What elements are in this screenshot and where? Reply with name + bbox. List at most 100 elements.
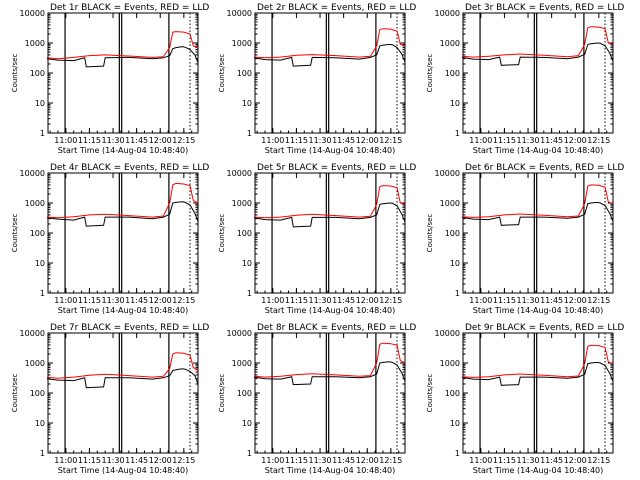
y-tick-label: 1000 xyxy=(232,39,252,48)
y-tick-label: 1 xyxy=(455,289,460,298)
events-series-line xyxy=(253,361,406,386)
x-axis-label: Start Time (14-Aug-04 10:48:40) xyxy=(473,466,604,475)
plot-frame xyxy=(47,12,199,134)
events-series-line xyxy=(461,361,614,386)
y-axis-label: Counts/sec xyxy=(11,54,19,93)
events-series-line xyxy=(253,202,406,228)
x-tick-label: 11:15 xyxy=(285,136,308,145)
plot-frame xyxy=(462,172,614,294)
x-tick-label: 12:15 xyxy=(379,136,402,145)
y-tick-label: 10 xyxy=(242,419,252,428)
y-tick-label: 10 xyxy=(35,419,45,428)
x-tick-label: 11:30 xyxy=(517,136,540,145)
y-axis-label: Counts/sec xyxy=(218,374,226,413)
x-tick-label: 11:00 xyxy=(261,456,284,465)
y-axis-label: Counts/sec xyxy=(11,214,19,253)
y-tick-label: 10 xyxy=(242,259,252,268)
x-tick-label: 11:30 xyxy=(309,296,332,305)
y-axis-label: Counts/sec xyxy=(426,374,434,413)
y-tick-label: 10 xyxy=(35,99,45,108)
x-tick-label: 11:45 xyxy=(540,296,563,305)
x-axis-label: Start Time (14-Aug-04 10:48:40) xyxy=(265,146,396,155)
x-tick-label: 11:45 xyxy=(540,456,563,465)
y-axis-label: Counts/sec xyxy=(218,214,226,253)
x-tick-label: 11:15 xyxy=(78,296,101,305)
x-axis-label: Start Time (14-Aug-04 10:48:40) xyxy=(58,466,189,475)
lld-series-line xyxy=(461,184,614,218)
events-series-line xyxy=(46,46,199,68)
x-tick-label: 11:30 xyxy=(102,136,125,145)
y-axis-label: Counts/sec xyxy=(426,54,434,93)
y-tick-label: 10000 xyxy=(227,329,252,338)
panel-title: Det 1r BLACK = Events, RED = LLD xyxy=(50,3,209,13)
y-tick-label: 10 xyxy=(242,99,252,108)
panel-title: Det 2r BLACK = Events, RED = LLD xyxy=(257,3,416,13)
plot-frame xyxy=(47,172,199,294)
x-tick-label: 11:45 xyxy=(540,136,563,145)
events-series-line xyxy=(46,368,199,389)
x-tick-label: 11:00 xyxy=(54,456,77,465)
y-tick-label: 100 xyxy=(237,229,252,238)
x-tick-label: 12:15 xyxy=(172,456,195,465)
plot-frame xyxy=(47,332,199,454)
x-tick-label: 11:00 xyxy=(261,136,284,145)
x-tick-label: 11:00 xyxy=(469,456,492,465)
x-tick-label: 11:45 xyxy=(332,456,355,465)
y-tick-label: 100 xyxy=(237,389,252,398)
y-axis-label: Counts/sec xyxy=(218,54,226,93)
y-tick-label: 1000 xyxy=(232,359,252,368)
x-tick-label: 11:30 xyxy=(102,456,125,465)
x-tick-label: 11:15 xyxy=(285,456,308,465)
detector-panel: Det 1r BLACK = Events, RED = LLD 1 10 100 10… xyxy=(11,3,209,155)
x-tick-label: 12:00 xyxy=(564,136,587,145)
x-tick-label: 11:30 xyxy=(517,296,540,305)
y-axis-label: Counts/sec xyxy=(426,214,434,253)
panel-title: Det 9r BLACK = Events, RED = LLD xyxy=(465,323,624,333)
x-axis-label: Start Time (14-Aug-04 10:48:40) xyxy=(265,466,396,475)
y-tick-label: 1000 xyxy=(440,199,460,208)
x-tick-label: 11:30 xyxy=(102,296,125,305)
x-tick-label: 12:00 xyxy=(149,136,172,145)
y-tick-label: 10 xyxy=(450,99,460,108)
x-axis-label: Start Time (14-Aug-04 10:48:40) xyxy=(58,146,189,155)
plot-frame xyxy=(254,172,406,294)
x-tick-label: 12:15 xyxy=(587,296,610,305)
x-tick-label: 11:45 xyxy=(125,456,148,465)
y-tick-label: 10000 xyxy=(227,169,252,178)
x-axis-label: Start Time (14-Aug-04 10:48:40) xyxy=(58,306,189,315)
detector-panel: Det 6r BLACK = Events, RED = LLD 1 10 100 10… xyxy=(426,163,624,315)
y-tick-label: 1000 xyxy=(440,359,460,368)
lld-series-line xyxy=(46,31,199,60)
detector-panel: Det 4r BLACK = Events, RED = LLD 1 10 100 10… xyxy=(11,163,209,315)
y-tick-label: 10000 xyxy=(227,9,252,18)
x-tick-label: 12:00 xyxy=(149,296,172,305)
y-tick-label: 1 xyxy=(247,129,252,138)
plot-frame xyxy=(254,332,406,454)
x-tick-label: 12:15 xyxy=(379,456,402,465)
x-tick-label: 11:00 xyxy=(469,136,492,145)
panel-title: Det 6r BLACK = Events, RED = LLD xyxy=(465,163,624,173)
y-tick-label: 1 xyxy=(40,129,45,138)
panel-title: Det 5r BLACK = Events, RED = LLD xyxy=(257,163,416,173)
y-tick-label: 10000 xyxy=(20,329,45,338)
panel-title: Det 7r BLACK = Events, RED = LLD xyxy=(50,323,209,333)
x-axis-label: Start Time (14-Aug-04 10:48:40) xyxy=(473,146,604,155)
x-axis-label: Start Time (14-Aug-04 10:48:40) xyxy=(265,306,396,315)
y-tick-label: 1000 xyxy=(25,39,45,48)
x-tick-label: 11:45 xyxy=(332,136,355,145)
x-tick-label: 11:15 xyxy=(285,296,308,305)
x-axis-label: Start Time (14-Aug-04 10:48:40) xyxy=(473,306,604,315)
lld-series-line xyxy=(461,26,614,58)
lld-series-line xyxy=(253,185,406,219)
y-tick-label: 10000 xyxy=(435,169,460,178)
detector-panel: Det 5r BLACK = Events, RED = LLD 1 10 100 10… xyxy=(218,163,416,315)
x-tick-label: 12:00 xyxy=(356,456,379,465)
events-series-line xyxy=(461,201,614,226)
y-tick-label: 1000 xyxy=(25,199,45,208)
y-tick-label: 1 xyxy=(455,449,460,458)
y-tick-label: 10000 xyxy=(435,329,460,338)
y-tick-label: 100 xyxy=(445,69,460,78)
y-tick-label: 1 xyxy=(247,449,252,458)
x-tick-label: 11:45 xyxy=(332,296,355,305)
